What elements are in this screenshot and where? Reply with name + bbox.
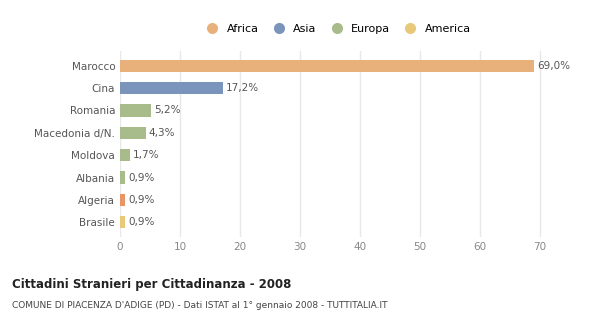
Bar (120, 149, 130, 161)
Text: COMUNE DI PIACENZA D'ADIGE (PD) - Dati ISTAT al 1° gennaio 2008 - TUTTITALIA.IT: COMUNE DI PIACENZA D'ADIGE (PD) - Dati I… (12, 301, 388, 310)
Text: 4,3%: 4,3% (149, 128, 175, 138)
Bar (120, 127, 146, 139)
Bar (120, 216, 125, 228)
Text: Cittadini Stranieri per Cittadinanza - 2008: Cittadini Stranieri per Cittadinanza - 2… (12, 278, 292, 292)
Bar (120, 194, 125, 206)
Bar (120, 104, 151, 116)
Text: 17,2%: 17,2% (226, 83, 259, 93)
Text: 0,9%: 0,9% (128, 172, 155, 182)
Text: 5,2%: 5,2% (154, 106, 181, 116)
Legend: Africa, Asia, Europa, America: Africa, Asia, Europa, America (197, 20, 475, 38)
Text: 1,7%: 1,7% (133, 150, 160, 160)
Text: 0,9%: 0,9% (128, 195, 155, 205)
Bar (120, 82, 223, 94)
Text: 0,9%: 0,9% (128, 217, 155, 227)
Bar (120, 60, 534, 72)
Bar (120, 172, 125, 184)
Text: 69,0%: 69,0% (537, 61, 570, 71)
